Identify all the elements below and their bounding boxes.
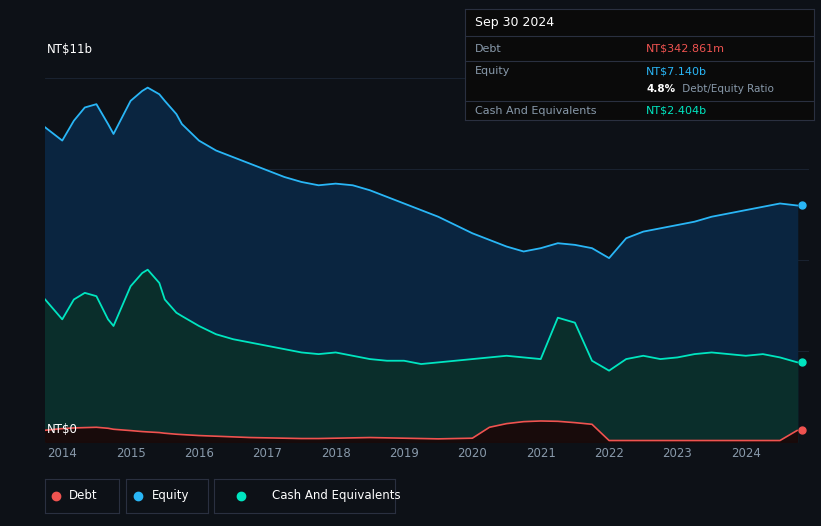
Text: Equity: Equity <box>152 489 190 502</box>
Text: Debt/Equity Ratio: Debt/Equity Ratio <box>679 84 774 94</box>
Text: NT$2.404b: NT$2.404b <box>646 106 707 116</box>
Text: Equity: Equity <box>475 66 511 76</box>
Text: NT$342.861m: NT$342.861m <box>646 44 725 54</box>
Text: 4.8%: 4.8% <box>646 84 675 94</box>
Text: NT$7.140b: NT$7.140b <box>646 66 707 76</box>
Text: Cash And Equivalents: Cash And Equivalents <box>272 489 401 502</box>
Text: Debt: Debt <box>475 44 502 54</box>
Text: Debt: Debt <box>69 489 98 502</box>
Text: NT$0: NT$0 <box>47 423 78 437</box>
Text: Cash And Equivalents: Cash And Equivalents <box>475 106 597 116</box>
Text: NT$11b: NT$11b <box>47 43 93 56</box>
Text: Sep 30 2024: Sep 30 2024 <box>475 16 554 29</box>
